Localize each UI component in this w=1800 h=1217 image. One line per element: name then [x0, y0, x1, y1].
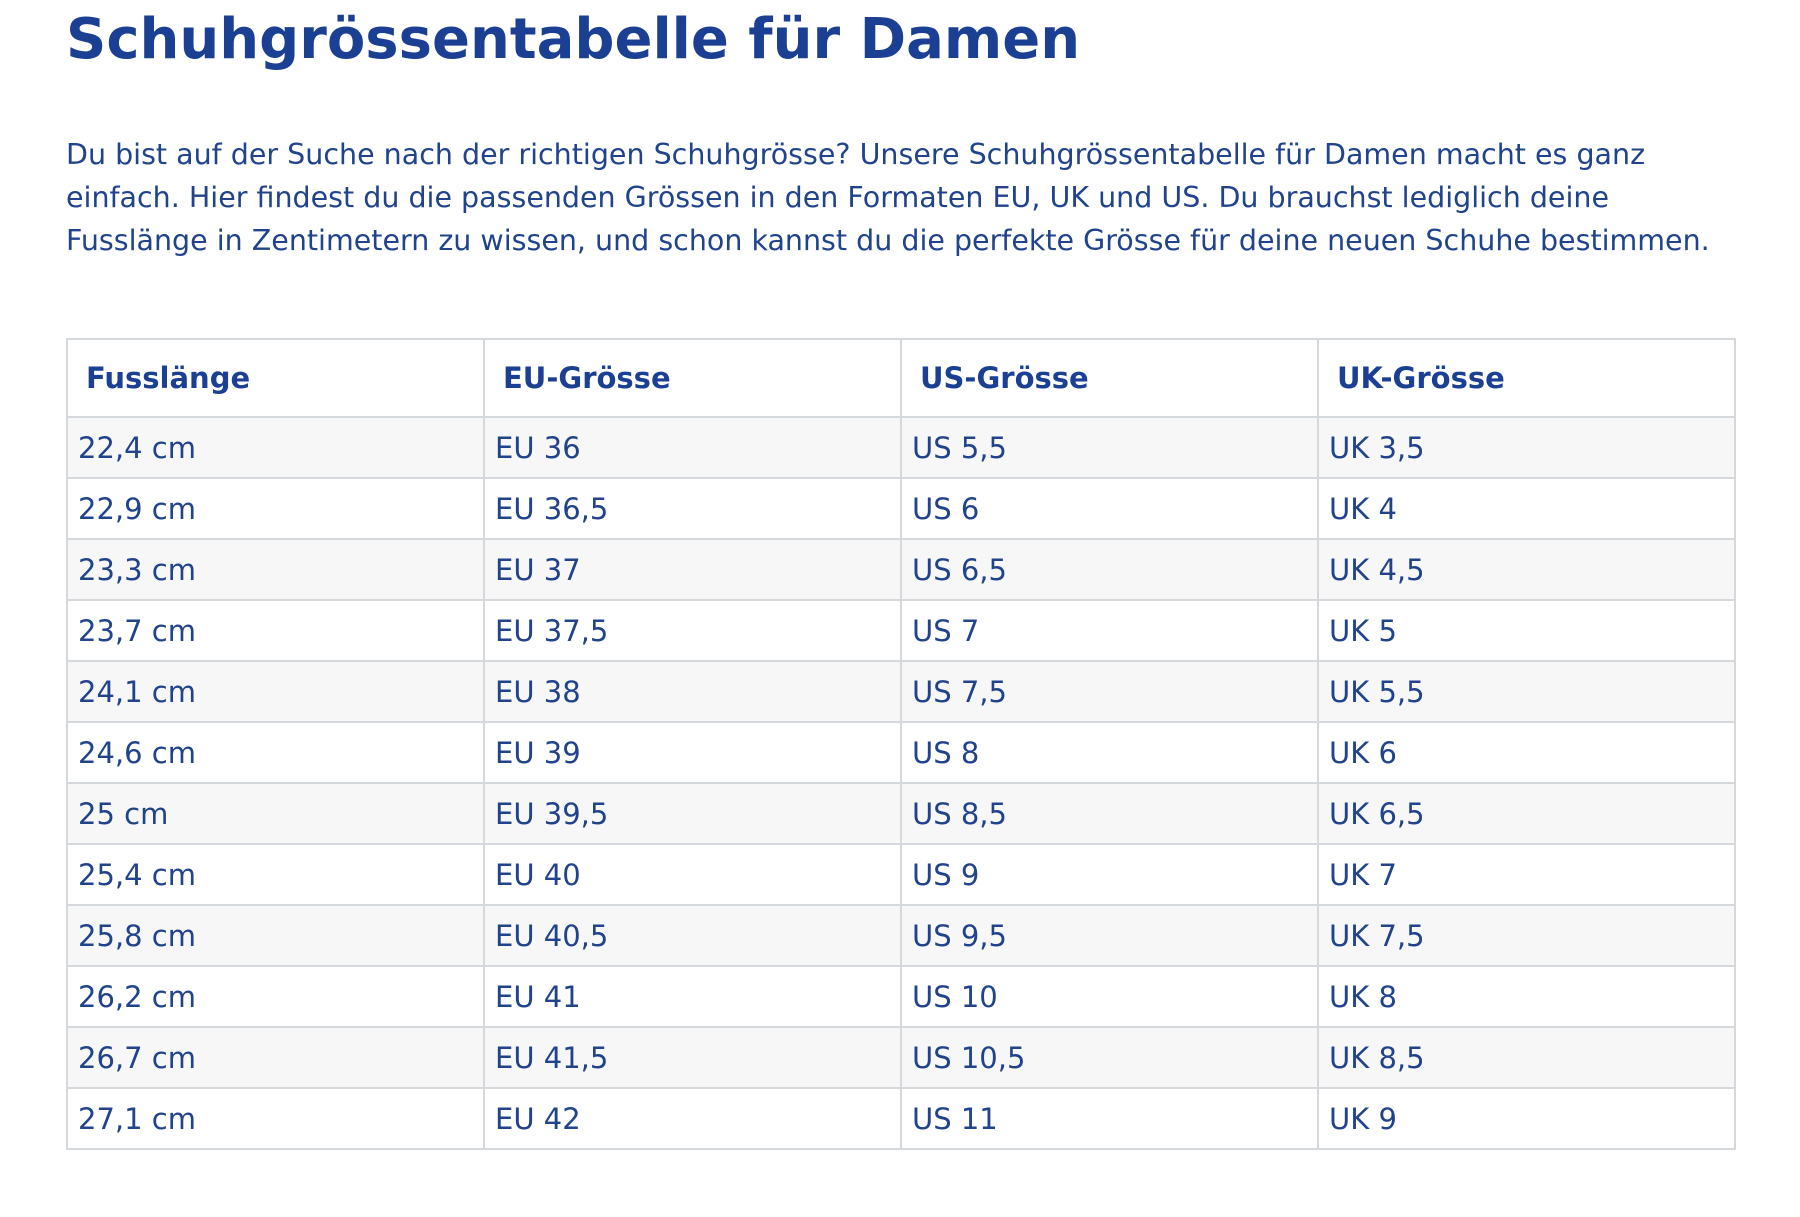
cell-uk-size: UK 8,5: [1317, 1026, 1736, 1089]
shoe-size-table: Fusslänge EU-Grösse US-Grösse UK-Grösse …: [66, 338, 1736, 1150]
cell-eu-size: EU 37,5: [483, 599, 902, 662]
cell-us-size: US 5,5: [900, 416, 1319, 479]
cell-foot-length: 27,1 cm: [66, 1087, 485, 1150]
cell-us-size: US 10,5: [900, 1026, 1319, 1089]
cell-foot-length: 24,1 cm: [66, 660, 485, 723]
column-header-foot-length: Fusslänge: [66, 338, 485, 418]
cell-us-size: US 9,5: [900, 904, 1319, 967]
cell-us-size: US 8: [900, 721, 1319, 784]
intro-paragraph: Du bist auf der Suche nach der richtigen…: [66, 138, 1710, 257]
cell-foot-length: 24,6 cm: [66, 721, 485, 784]
table-row: 23,7 cm EU 37,5 US 7 UK 5: [66, 599, 1736, 662]
table-row: 24,6 cm EU 39 US 8 UK 6: [66, 721, 1736, 784]
cell-uk-size: UK 3,5: [1317, 416, 1736, 479]
table-row: 26,2 cm EU 41 US 10 UK 8: [66, 965, 1736, 1028]
cell-eu-size: EU 39,5: [483, 782, 902, 845]
table-row: 27,1 cm EU 42 US 11 UK 9: [66, 1087, 1736, 1150]
cell-foot-length: 22,4 cm: [66, 416, 485, 479]
cell-uk-size: UK 6,5: [1317, 782, 1736, 845]
table-row: 25,4 cm EU 40 US 9 UK 7: [66, 843, 1736, 906]
table-header-row: Fusslänge EU-Grösse US-Grösse UK-Grösse: [66, 338, 1736, 418]
cell-foot-length: 26,2 cm: [66, 965, 485, 1028]
cell-us-size: US 7: [900, 599, 1319, 662]
page-title: Schuhgrössentabelle für Damen: [66, 7, 1081, 72]
cell-eu-size: EU 36,5: [483, 477, 902, 540]
cell-uk-size: UK 5,5: [1317, 660, 1736, 723]
cell-eu-size: EU 42: [483, 1087, 902, 1150]
cell-us-size: US 8,5: [900, 782, 1319, 845]
cell-foot-length: 25,8 cm: [66, 904, 485, 967]
table-body: 22,4 cm EU 36 US 5,5 UK 3,5 22,9 cm EU 36,5 US…: [66, 416, 1736, 1150]
cell-foot-length: 22,9 cm: [66, 477, 485, 540]
cell-us-size: US 10: [900, 965, 1319, 1028]
table-row: 24,1 cm EU 38 US 7,5 UK 5,5: [66, 660, 1736, 723]
table-row: 22,9 cm EU 36,5 US 6 UK 4: [66, 477, 1736, 540]
cell-uk-size: UK 6: [1317, 721, 1736, 784]
cell-uk-size: UK 4: [1317, 477, 1736, 540]
table-row: 22,4 cm EU 36 US 5,5 UK 3,5: [66, 416, 1736, 479]
cell-eu-size: EU 41: [483, 965, 902, 1028]
cell-eu-size: EU 40: [483, 843, 902, 906]
cell-foot-length: 25,4 cm: [66, 843, 485, 906]
cell-uk-size: UK 7: [1317, 843, 1736, 906]
cell-uk-size: UK 4,5: [1317, 538, 1736, 601]
cell-uk-size: UK 9: [1317, 1087, 1736, 1150]
table-row: 26,7 cm EU 41,5 US 10,5 UK 8,5: [66, 1026, 1736, 1089]
cell-uk-size: UK 5: [1317, 599, 1736, 662]
cell-eu-size: EU 41,5: [483, 1026, 902, 1089]
cell-us-size: US 11: [900, 1087, 1319, 1150]
column-header-us-size: US-Grösse: [900, 338, 1319, 418]
cell-uk-size: UK 8: [1317, 965, 1736, 1028]
cell-eu-size: EU 37: [483, 538, 902, 601]
cell-us-size: US 6,5: [900, 538, 1319, 601]
table-row: 25,8 cm EU 40,5 US 9,5 UK 7,5: [66, 904, 1736, 967]
cell-us-size: US 6: [900, 477, 1319, 540]
cell-foot-length: 23,7 cm: [66, 599, 485, 662]
cell-foot-length: 25 cm: [66, 782, 485, 845]
cell-eu-size: EU 38: [483, 660, 902, 723]
cell-foot-length: 26,7 cm: [66, 1026, 485, 1089]
table-row: 25 cm EU 39,5 US 8,5 UK 6,5: [66, 782, 1736, 845]
cell-us-size: US 9: [900, 843, 1319, 906]
cell-foot-length: 23,3 cm: [66, 538, 485, 601]
cell-us-size: US 7,5: [900, 660, 1319, 723]
column-header-uk-size: UK-Grösse: [1317, 338, 1736, 418]
cell-uk-size: UK 7,5: [1317, 904, 1736, 967]
cell-eu-size: EU 39: [483, 721, 902, 784]
cell-eu-size: EU 40,5: [483, 904, 902, 967]
cell-eu-size: EU 36: [483, 416, 902, 479]
table-row: 23,3 cm EU 37 US 6,5 UK 4,5: [66, 538, 1736, 601]
column-header-eu-size: EU-Grösse: [483, 338, 902, 418]
